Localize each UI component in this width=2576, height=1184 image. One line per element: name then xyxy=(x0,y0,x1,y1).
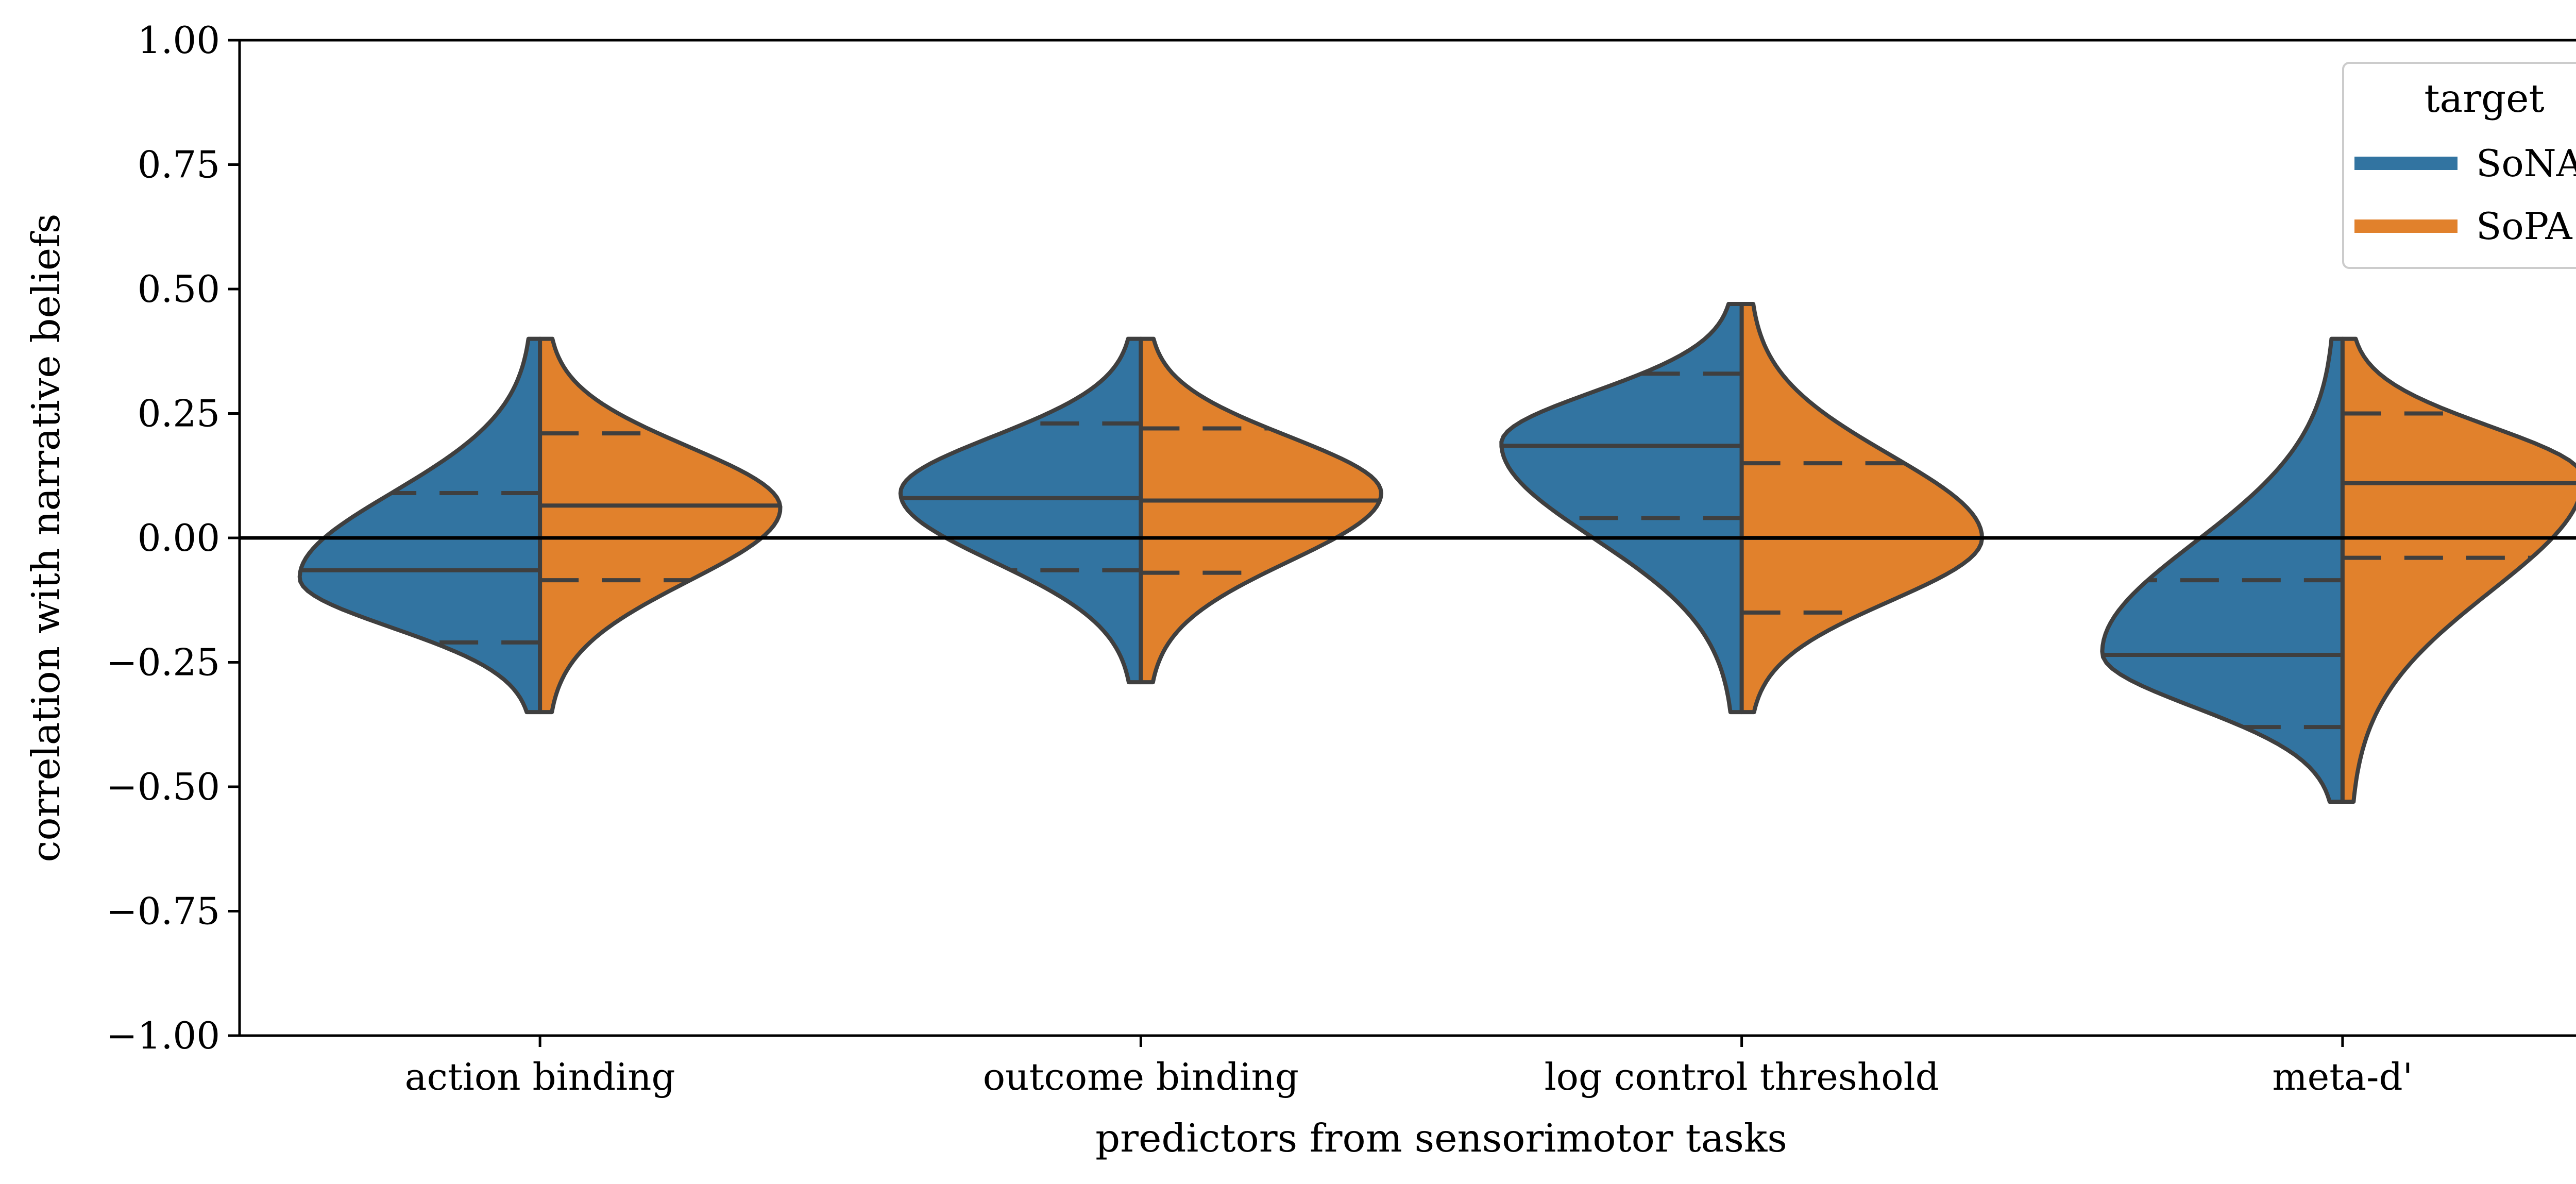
x-tick-label: outcome binding xyxy=(983,1055,1299,1098)
x-axis-label: predictors from sensorimotor tasks xyxy=(1095,1115,1787,1161)
violin-sona-1 xyxy=(297,336,543,715)
violin-sopa-2 xyxy=(1139,336,1383,685)
y-tick-label: 0.25 xyxy=(138,392,220,435)
legend-items: SoNA SoPA xyxy=(2354,142,2576,248)
x-tick-label: action binding xyxy=(405,1055,675,1098)
y-axis-label: correlation with narrative beliefs xyxy=(23,214,69,862)
violin-sopa-4 xyxy=(2340,336,2576,804)
violin-sona-2 xyxy=(898,336,1143,685)
x-tick-label: meta-d' xyxy=(2272,1055,2413,1098)
y-tick-label: −1.00 xyxy=(106,1014,220,1057)
violins-layer xyxy=(297,301,2576,804)
violin-sopa-1 xyxy=(538,336,783,715)
x-axis-ticks: action binding outcome binding log control… xyxy=(405,1036,2413,1098)
violin-sopa-3 xyxy=(1739,301,1985,715)
y-tick-label: 0.00 xyxy=(138,516,220,560)
violin-sona-3 xyxy=(1499,301,1744,715)
violin-sona-4 xyxy=(2100,336,2345,804)
y-tick-label: 0.50 xyxy=(138,267,220,311)
y-tick-label: −0.50 xyxy=(106,765,220,808)
legend: target SoNA SoPA xyxy=(2342,62,2576,269)
y-tick-label: −0.75 xyxy=(106,890,220,933)
legend-title: target xyxy=(2424,76,2544,121)
y-axis-ticks: −1.00 −0.75 −0.50 −0.25 0.00 0.25 0.50 0.75 1.00 xyxy=(106,19,240,1057)
legend-box xyxy=(2342,62,2576,269)
legend-label-sopa: SoPA xyxy=(2476,205,2573,248)
y-tick-label: 0.75 xyxy=(138,143,220,187)
quartile-lines-layer xyxy=(300,371,2576,730)
legend-label-sona: SoNA xyxy=(2476,142,2576,185)
x-tick-label: log control threshold xyxy=(1545,1055,1939,1098)
y-tick-label: −0.25 xyxy=(106,641,220,684)
y-tick-label: 1.00 xyxy=(138,19,220,62)
